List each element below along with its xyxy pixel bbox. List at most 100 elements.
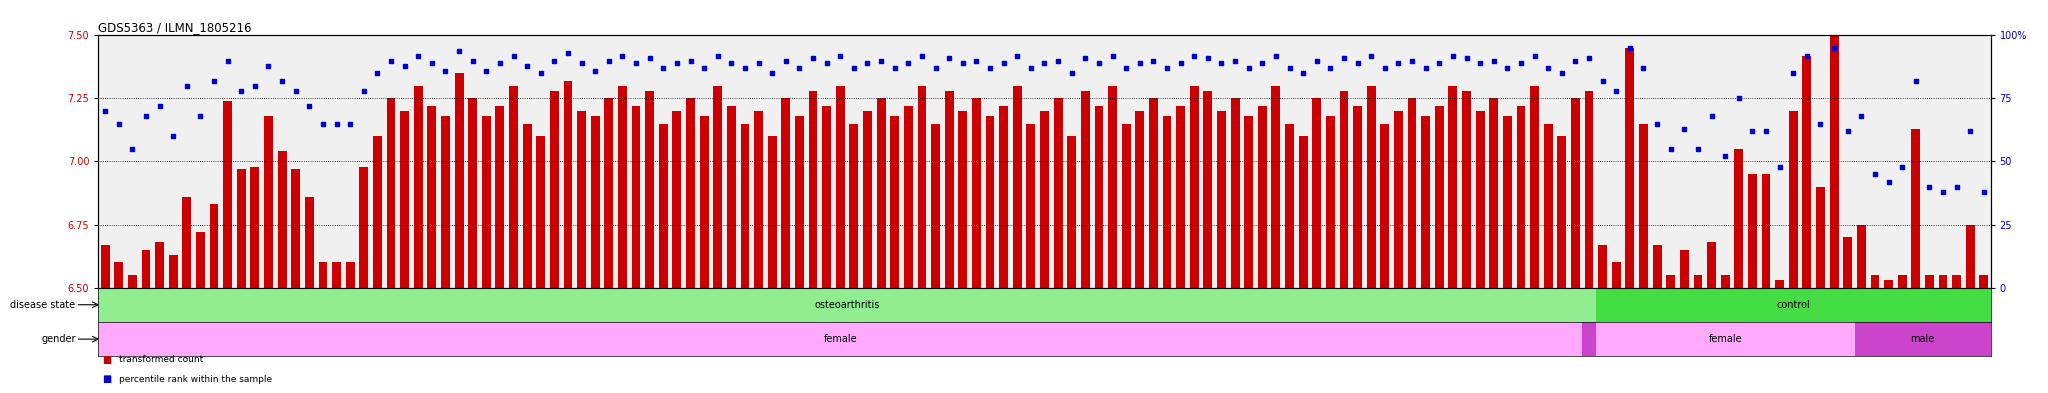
- Point: [1505, 60, 1538, 66]
- Bar: [1163, 116, 1171, 288]
- Point: [1219, 57, 1251, 64]
- Bar: [510, 86, 518, 288]
- Point: [117, 146, 150, 152]
- Bar: [1952, 275, 1962, 288]
- Point: [1559, 57, 1591, 64]
- Bar: [891, 116, 899, 288]
- Bar: [1339, 91, 1348, 288]
- Bar: [1040, 111, 1049, 288]
- Bar: [1966, 224, 1974, 288]
- Point: [469, 68, 502, 74]
- Bar: [903, 106, 913, 288]
- Point: [1409, 65, 1442, 71]
- Bar: [319, 263, 328, 288]
- Point: [852, 60, 885, 66]
- Point: [1968, 189, 2001, 195]
- Point: [1640, 121, 1673, 127]
- Bar: [795, 116, 805, 288]
- Bar: [741, 124, 750, 288]
- Point: [946, 60, 979, 66]
- Bar: [836, 86, 844, 288]
- Bar: [1585, 91, 1593, 288]
- Bar: [1855, 322, 1991, 356]
- Bar: [1257, 106, 1268, 288]
- Point: [1028, 60, 1061, 66]
- Point: [1939, 184, 1972, 190]
- Point: [293, 103, 326, 109]
- Bar: [537, 136, 545, 288]
- Bar: [1817, 187, 1825, 288]
- Bar: [1653, 245, 1661, 288]
- Point: [416, 60, 449, 66]
- Point: [88, 108, 121, 114]
- Point: [360, 70, 393, 76]
- Point: [1055, 70, 1087, 76]
- Bar: [1843, 237, 1851, 288]
- Bar: [958, 111, 967, 288]
- Bar: [1544, 124, 1552, 288]
- Bar: [672, 111, 682, 288]
- Bar: [1081, 91, 1090, 288]
- Bar: [850, 124, 858, 288]
- Point: [307, 121, 340, 127]
- Bar: [115, 263, 123, 288]
- Bar: [973, 98, 981, 288]
- Point: [700, 52, 733, 59]
- Point: [987, 60, 1020, 66]
- Point: [621, 60, 653, 66]
- Point: [1423, 60, 1456, 66]
- Point: [1178, 52, 1210, 59]
- Point: [1192, 55, 1225, 61]
- Point: [1096, 52, 1128, 59]
- Bar: [156, 242, 164, 288]
- Bar: [1477, 111, 1485, 288]
- Bar: [1313, 98, 1321, 288]
- Point: [1667, 125, 1700, 132]
- Point: [1368, 65, 1401, 71]
- Text: control: control: [1776, 300, 1810, 310]
- Point: [1681, 146, 1714, 152]
- Bar: [1176, 106, 1186, 288]
- Bar: [604, 98, 612, 288]
- Point: [1655, 146, 1688, 152]
- Bar: [197, 232, 205, 288]
- Bar: [782, 98, 791, 288]
- Point: [1001, 52, 1034, 59]
- Bar: [1135, 111, 1145, 288]
- Bar: [1231, 98, 1239, 288]
- Text: ■: ■: [102, 354, 113, 365]
- Bar: [944, 91, 954, 288]
- Bar: [1735, 149, 1743, 288]
- Bar: [291, 169, 301, 288]
- Point: [129, 113, 162, 119]
- Point: [1069, 55, 1102, 61]
- Point: [647, 65, 680, 71]
- Bar: [1612, 263, 1620, 288]
- Point: [893, 60, 926, 66]
- Bar: [1720, 275, 1731, 288]
- Point: [1341, 60, 1374, 66]
- Point: [838, 65, 870, 71]
- Point: [457, 57, 489, 64]
- Point: [442, 48, 475, 54]
- Bar: [98, 288, 1595, 322]
- Point: [932, 55, 965, 61]
- Bar: [223, 101, 231, 288]
- Bar: [1380, 124, 1389, 288]
- Bar: [1407, 98, 1417, 288]
- Bar: [590, 116, 600, 288]
- Bar: [713, 86, 723, 288]
- Point: [483, 60, 516, 66]
- Bar: [1776, 280, 1784, 288]
- Point: [823, 52, 856, 59]
- Point: [348, 88, 381, 94]
- Text: osteoarthritis: osteoarthritis: [815, 300, 881, 310]
- Point: [102, 121, 135, 127]
- Text: ■: ■: [102, 374, 113, 384]
- Point: [1083, 60, 1116, 66]
- Point: [1872, 178, 1905, 185]
- Bar: [1217, 111, 1227, 288]
- Bar: [399, 111, 410, 288]
- Bar: [1595, 322, 1855, 356]
- Point: [1898, 78, 1931, 84]
